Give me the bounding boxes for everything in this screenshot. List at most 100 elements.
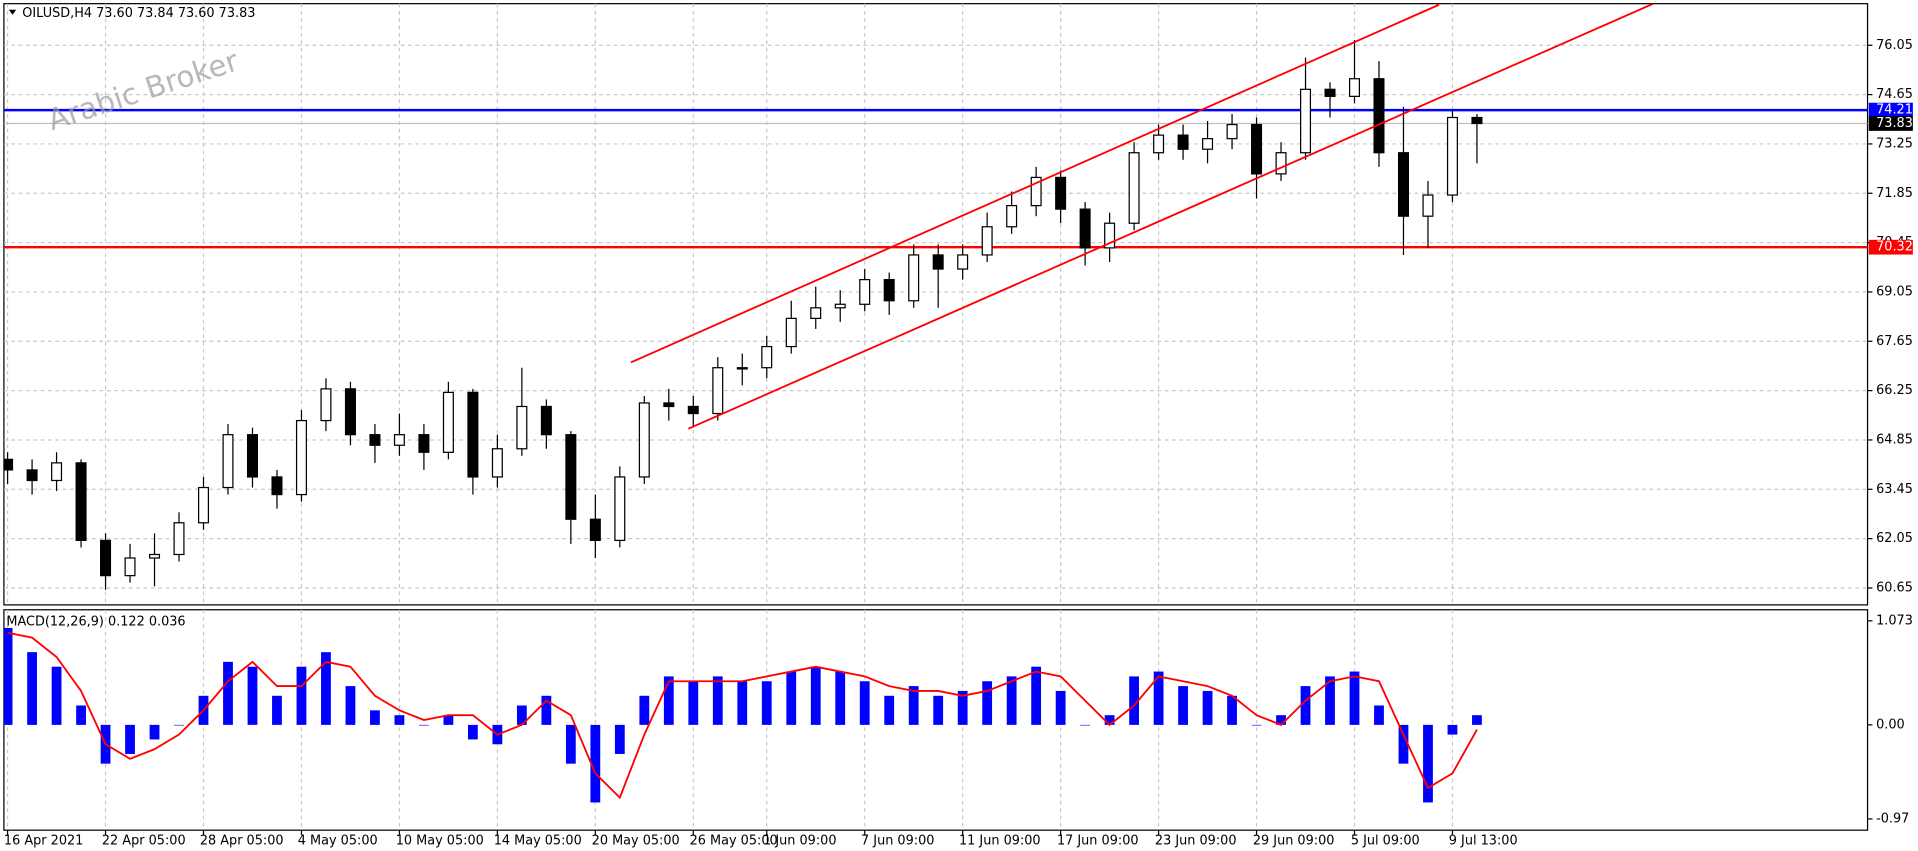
histogram-bar xyxy=(1153,671,1164,725)
histogram-bar xyxy=(370,710,380,725)
histogram-bar xyxy=(1325,676,1335,725)
histogram-bar xyxy=(1104,715,1115,725)
y-tick-label: 62.05 xyxy=(1876,531,1913,546)
candle-body xyxy=(393,434,405,446)
histogram-bar xyxy=(516,705,527,725)
histogram-bar xyxy=(1227,695,1237,725)
y-tick-label: 60.65 xyxy=(1876,580,1913,595)
price-badge xyxy=(1868,116,1913,131)
candle-body xyxy=(638,402,650,478)
candle-body xyxy=(1251,123,1263,175)
candle-body xyxy=(1006,204,1018,228)
candle-body xyxy=(1348,78,1361,97)
candle-body xyxy=(1153,134,1165,154)
price-badge-label: 70.32 xyxy=(1876,240,1913,255)
candle-body xyxy=(663,402,675,408)
candle-body xyxy=(1471,116,1483,125)
histogram-bar xyxy=(1300,686,1311,725)
candle-body xyxy=(614,476,626,542)
x-tick-label: 9 Jul 13:00 xyxy=(1449,834,1518,849)
x-tick-label: 16 Apr 2021 xyxy=(4,834,83,849)
candle-body xyxy=(859,278,871,305)
candle-body xyxy=(883,278,895,302)
histogram-bar xyxy=(1006,676,1017,725)
x-tick-label: 26 May 05:00 xyxy=(690,834,778,849)
histogram-bar xyxy=(345,686,356,725)
trendline xyxy=(688,3,1654,430)
histogram-bar xyxy=(125,724,135,754)
candle-body xyxy=(1422,194,1434,217)
candle-body xyxy=(1397,152,1409,217)
candle-body xyxy=(1055,176,1067,210)
candle-body xyxy=(1177,134,1189,150)
histogram-bar xyxy=(76,705,86,725)
histogram-bar xyxy=(174,724,184,726)
y-tick-label: 76.05 xyxy=(1876,38,1913,53)
x-tick-label: 4 May 05:00 xyxy=(298,834,378,849)
candle-body xyxy=(369,434,381,446)
x-tick-label: 10 May 05:00 xyxy=(396,834,484,849)
candle-body xyxy=(1446,116,1458,196)
candle-body xyxy=(565,434,577,520)
histogram-bar xyxy=(786,671,797,725)
candle-body xyxy=(418,434,430,453)
menu-arrow[interactable] xyxy=(8,9,17,15)
y-tick-label: 66.25 xyxy=(1876,383,1913,398)
indicator-title: MACD(12,26,9) 0.122 0.036 xyxy=(6,615,185,630)
histogram-bar xyxy=(1031,666,1042,725)
candle-body xyxy=(124,557,136,577)
candle-body xyxy=(1275,152,1287,175)
y-tick-label: 63.45 xyxy=(1876,482,1913,497)
candle-body xyxy=(712,367,724,415)
y-tick-label: 73.25 xyxy=(1876,136,1913,151)
candle-body xyxy=(344,388,356,436)
histogram-bar xyxy=(467,724,478,740)
histogram-bar xyxy=(761,681,772,725)
candle-body xyxy=(785,317,797,348)
candle-body xyxy=(1030,176,1042,207)
x-tick-label: 23 Jun 09:00 xyxy=(1155,834,1237,849)
candle-body xyxy=(173,522,185,556)
histogram-bar xyxy=(1374,705,1384,725)
candle-body xyxy=(197,486,210,524)
histogram-bar xyxy=(688,681,699,725)
candle-body xyxy=(246,434,258,478)
histogram-bar xyxy=(590,724,601,803)
candle-body xyxy=(467,391,479,478)
histogram-bar xyxy=(663,676,674,725)
histogram-bar xyxy=(1276,715,1286,725)
candle-body xyxy=(1202,138,1214,150)
y-tick-label: -0.97 xyxy=(1876,811,1909,826)
histogram-bar xyxy=(321,652,331,725)
histogram-bar xyxy=(272,695,282,725)
candle-body xyxy=(491,448,503,478)
histogram-bar xyxy=(1080,724,1091,726)
y-tick-label: 0.00 xyxy=(1876,717,1905,732)
candle-body xyxy=(932,254,944,270)
histogram-bar xyxy=(810,666,821,725)
y-tick-label: 71.85 xyxy=(1876,186,1913,201)
candle-body xyxy=(810,307,822,319)
candle-body xyxy=(687,405,699,415)
candle-body xyxy=(295,419,307,496)
candle-body xyxy=(26,469,38,482)
histogram-bar xyxy=(1349,671,1360,725)
candle-body xyxy=(3,458,14,471)
histogram-bar xyxy=(1055,690,1066,725)
histogram-bar xyxy=(149,724,160,740)
candle-body xyxy=(1324,88,1336,97)
candle-body xyxy=(51,462,63,482)
candle-body xyxy=(589,518,601,542)
price-layer xyxy=(3,3,1868,605)
y-tick-label: 1.073 xyxy=(1876,613,1913,628)
candle-body xyxy=(957,254,969,270)
y-tick-label: 64.85 xyxy=(1876,432,1913,447)
y-tick-label: 69.05 xyxy=(1876,284,1913,299)
x-tick-label: 29 Jun 09:00 xyxy=(1253,834,1335,849)
y-tick-label: 74.65 xyxy=(1876,87,1913,102)
candle-body xyxy=(1128,152,1140,224)
chart-title: OILUSD,H4 73.60 73.84 73.60 73.83 xyxy=(22,6,255,21)
candle-body xyxy=(516,405,528,450)
histogram-bar xyxy=(51,666,62,725)
